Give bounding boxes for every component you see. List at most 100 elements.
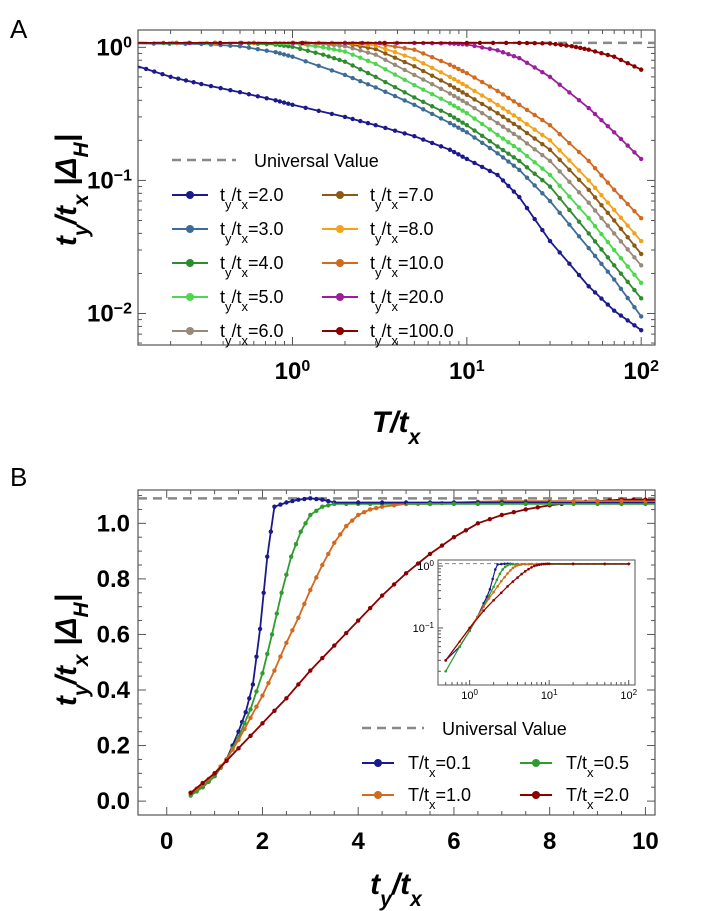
data-point: [248, 733, 253, 739]
data-point: [218, 85, 223, 91]
data-point: [243, 710, 248, 715]
data-point: [540, 227, 545, 233]
data-point: [517, 167, 522, 173]
data-point: [290, 498, 295, 504]
data-point: [605, 239, 611, 245]
data-point: [356, 500, 361, 505]
data-point: [412, 102, 417, 108]
data-point: [599, 247, 604, 252]
data-point: [618, 136, 624, 142]
data-point: [592, 195, 598, 200]
data-point: [618, 286, 624, 291]
data-point: [618, 271, 624, 276]
data-point: [350, 116, 355, 122]
x-tick-label: 4: [352, 828, 366, 855]
data-point: [308, 512, 313, 518]
data-point: [246, 45, 252, 50]
data-point: [506, 118, 511, 123]
data-point: [464, 123, 470, 128]
data-point: [487, 84, 493, 89]
data-point: [511, 99, 517, 104]
data-point: [490, 40, 496, 46]
data-point: [342, 49, 348, 54]
data-point: [421, 68, 426, 74]
data-point: [592, 239, 598, 244]
data-point: [342, 72, 348, 78]
data-point: [248, 715, 253, 720]
data-point: [451, 85, 457, 90]
data-point: [402, 53, 407, 58]
data-point: [632, 208, 637, 214]
x-tick-label: 100: [275, 358, 311, 386]
data-point: [553, 41, 558, 47]
data-point: [365, 50, 371, 55]
data-point: [524, 141, 530, 146]
inset-data-point: [444, 669, 448, 673]
data-point: [429, 73, 435, 78]
data-point: [320, 52, 326, 57]
data-point: [472, 97, 477, 102]
legend-marker: [336, 293, 344, 301]
data-point: [464, 84, 470, 89]
panel-a-label: A: [10, 14, 28, 44]
data-point: [460, 154, 465, 159]
x-tick-label: 2: [256, 828, 269, 855]
data-point: [248, 707, 253, 712]
data-point: [451, 64, 457, 70]
data-point: [373, 123, 378, 128]
inset-x-tick-label: 101: [541, 688, 558, 703]
y-tick-label: 0.6: [97, 621, 130, 648]
data-point: [638, 280, 644, 286]
legend-marker: [186, 327, 194, 335]
data-point: [632, 64, 637, 69]
data-point: [524, 130, 530, 136]
data-point: [506, 151, 511, 156]
data-point: [557, 157, 562, 162]
data-point: [638, 263, 644, 268]
data-point: [500, 136, 506, 141]
data-point: [308, 668, 313, 673]
data-point: [511, 113, 517, 118]
data-point: [402, 98, 407, 103]
legend-universal-label: Universal Value: [442, 719, 567, 739]
data-point: [429, 82, 435, 87]
data-point: [358, 55, 363, 60]
inset-data-point: [499, 591, 503, 595]
data-point: [500, 92, 506, 97]
panel-a-x-axis-title: T/tx: [372, 406, 422, 449]
data-point: [599, 231, 604, 237]
data-point: [632, 255, 637, 260]
data-point: [487, 516, 493, 522]
data-point: [438, 70, 444, 75]
data-point: [592, 111, 598, 117]
data-point: [517, 55, 522, 61]
data-point: [421, 61, 426, 66]
data-point: [479, 101, 485, 107]
inset-data-point: [501, 568, 504, 571]
data-point: [451, 115, 457, 120]
data-point: [592, 185, 598, 191]
data-point: [618, 57, 624, 63]
data-point: [264, 96, 269, 101]
series-line: [190, 503, 407, 797]
data-point: [242, 721, 247, 726]
data-point: [479, 110, 485, 116]
data-point: [511, 131, 517, 137]
data-point: [412, 64, 417, 69]
data-point: [237, 44, 243, 49]
data-point: [350, 75, 355, 81]
data-point: [479, 121, 485, 127]
data-point: [592, 223, 598, 229]
data-point: [605, 223, 611, 228]
data-point: [373, 505, 379, 511]
data-point: [320, 655, 325, 661]
data-point: [638, 296, 644, 301]
data-point: [429, 104, 435, 109]
data-point: [320, 45, 326, 50]
data-point: [463, 528, 469, 533]
data-point: [191, 80, 196, 85]
data-point: [392, 62, 398, 68]
data-point: [495, 132, 500, 138]
inset-data-point: [627, 562, 631, 566]
data-point: [447, 91, 453, 96]
